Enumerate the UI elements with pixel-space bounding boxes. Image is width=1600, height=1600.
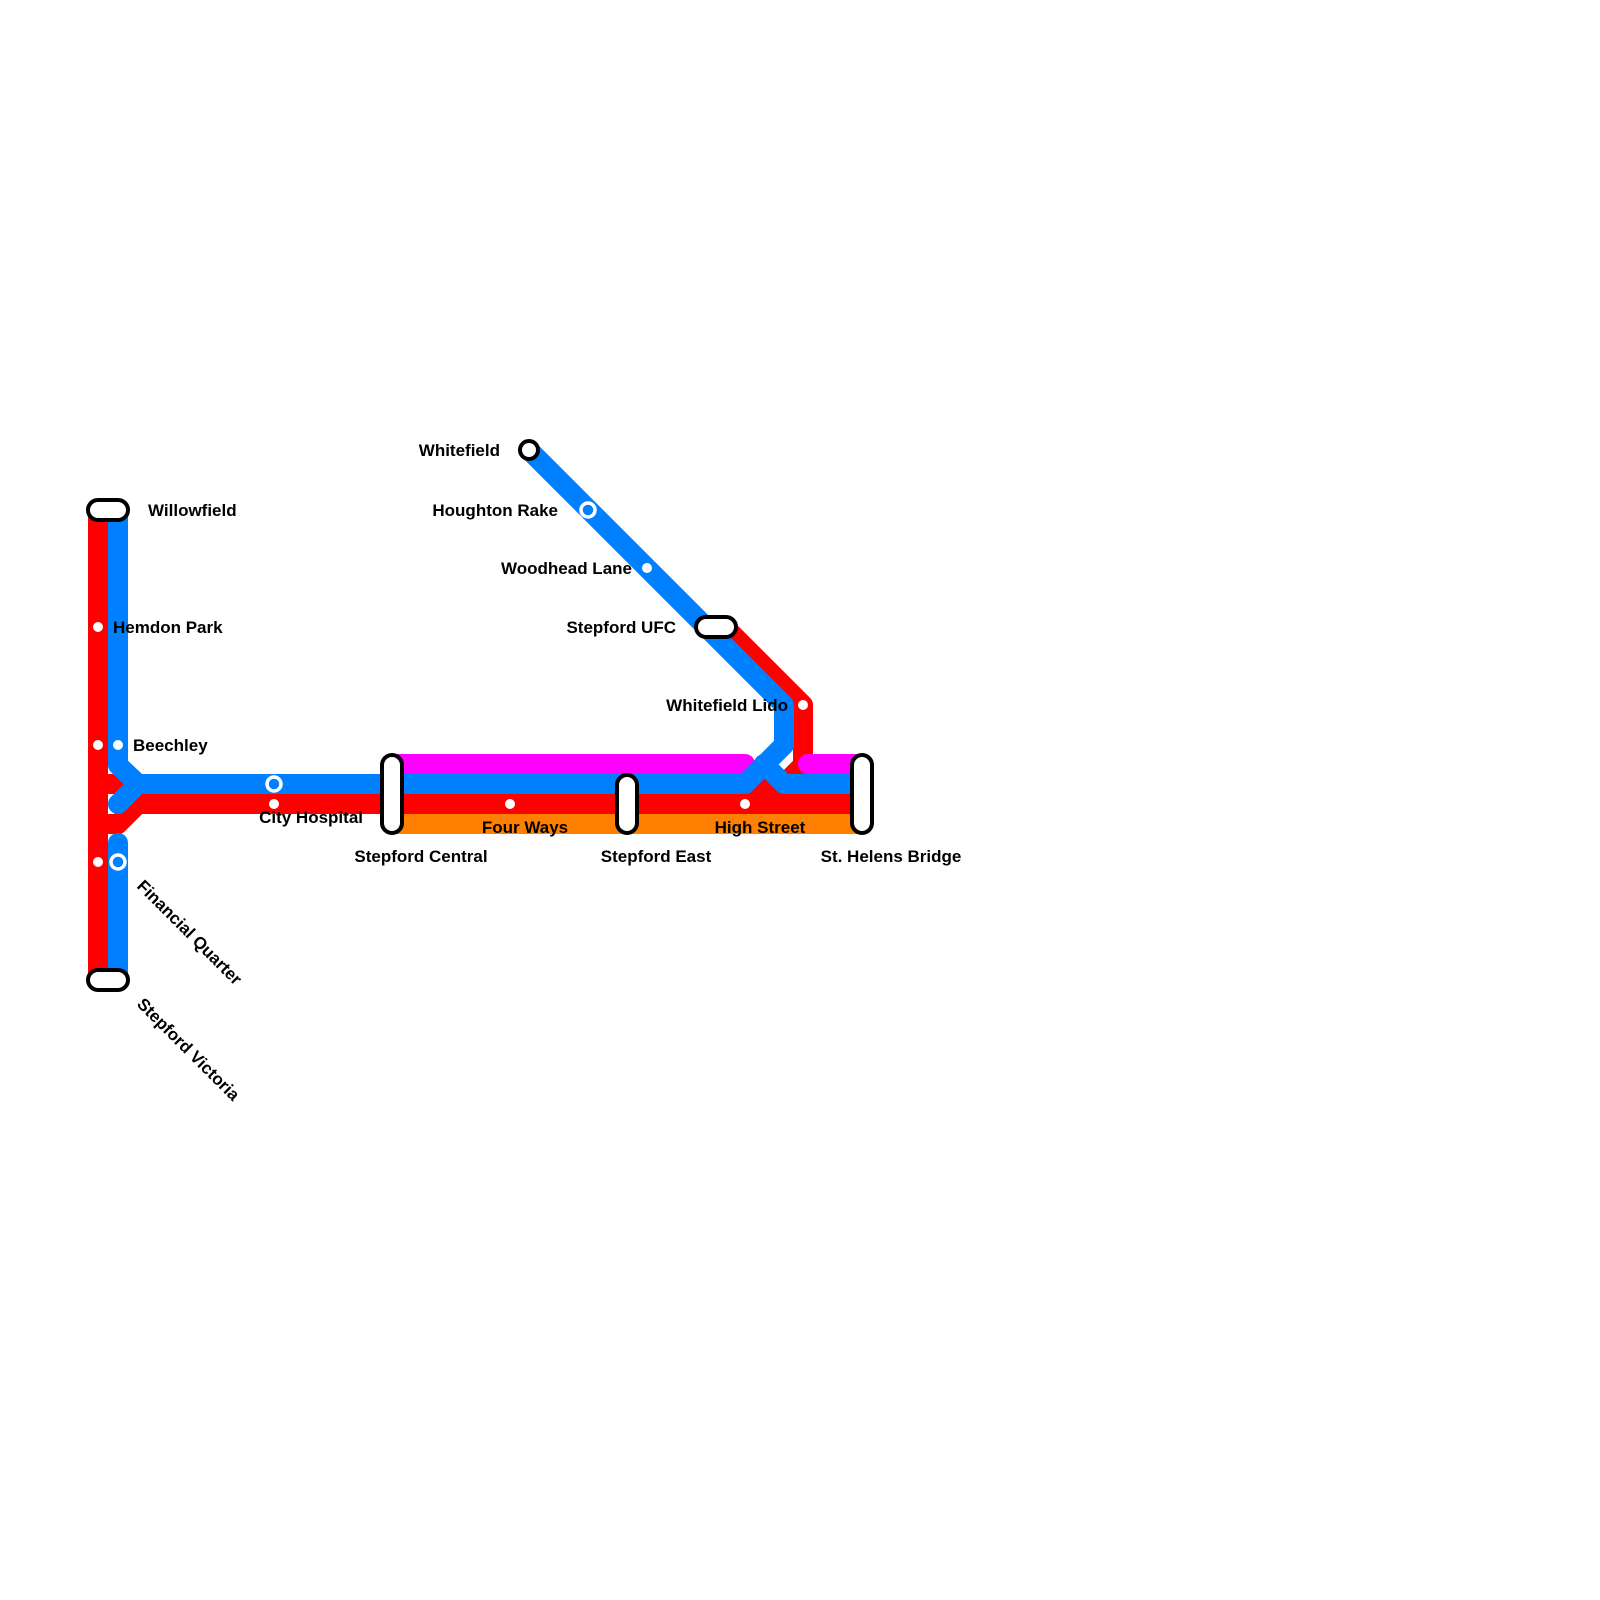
label-stepford-ufc: Stepford UFC bbox=[566, 618, 676, 637]
label-st-helens-bridge: St. Helens Bridge bbox=[821, 847, 962, 866]
station-houghton-rake-ring[interactable] bbox=[579, 501, 597, 519]
label-whitefield: Whitefield bbox=[419, 441, 500, 460]
station-willowfield-marker[interactable] bbox=[86, 498, 130, 522]
station-beechley-dot-red[interactable] bbox=[93, 740, 103, 750]
label-high-street: High Street bbox=[715, 818, 806, 837]
station-hemdon-park-dot[interactable] bbox=[93, 622, 103, 632]
station-stepford-east-marker[interactable] bbox=[615, 773, 639, 835]
label-city-hospital: City Hospital bbox=[259, 808, 363, 827]
label-willowfield: Willowfield bbox=[148, 501, 237, 520]
label-whitefield-lido: Whitefield Lido bbox=[666, 696, 788, 715]
label-four-ways: Four Ways bbox=[482, 818, 568, 837]
label-stepford-victoria: Stepford Victoria bbox=[133, 994, 243, 1104]
label-stepford-central: Stepford Central bbox=[354, 847, 487, 866]
blue-line-east bbox=[754, 754, 870, 794]
station-stepford-ufc-marker[interactable] bbox=[694, 615, 738, 639]
label-beechley: Beechley bbox=[133, 736, 208, 755]
station-whitefield-marker[interactable] bbox=[518, 439, 540, 461]
label-hemdon-park: Hemdon Park bbox=[113, 618, 223, 637]
label-financial-quarter: Financial Quarter bbox=[133, 876, 246, 989]
station-stepford-victoria-marker[interactable] bbox=[86, 968, 130, 992]
station-beechley-dot-blue[interactable] bbox=[113, 740, 123, 750]
station-whitefield-lido-dot[interactable] bbox=[798, 700, 808, 710]
station-financial-quarter-dot[interactable] bbox=[93, 857, 103, 867]
station-city-hospital-ring[interactable] bbox=[265, 775, 283, 793]
station-st-helens-bridge-marker[interactable] bbox=[850, 753, 874, 835]
station-high-street-dot[interactable] bbox=[740, 799, 750, 809]
station-city-hospital-dot[interactable] bbox=[269, 799, 279, 809]
label-houghton-rake: Houghton Rake bbox=[432, 501, 558, 520]
station-four-ways-dot[interactable] bbox=[505, 799, 515, 809]
station-stepford-central-marker[interactable] bbox=[380, 753, 404, 835]
station-financial-quarter-ring[interactable] bbox=[109, 853, 127, 871]
label-stepford-east: Stepford East bbox=[601, 847, 712, 866]
label-woodhead-lane: Woodhead Lane bbox=[501, 559, 632, 578]
station-woodhead-lane-dot[interactable] bbox=[642, 563, 652, 573]
